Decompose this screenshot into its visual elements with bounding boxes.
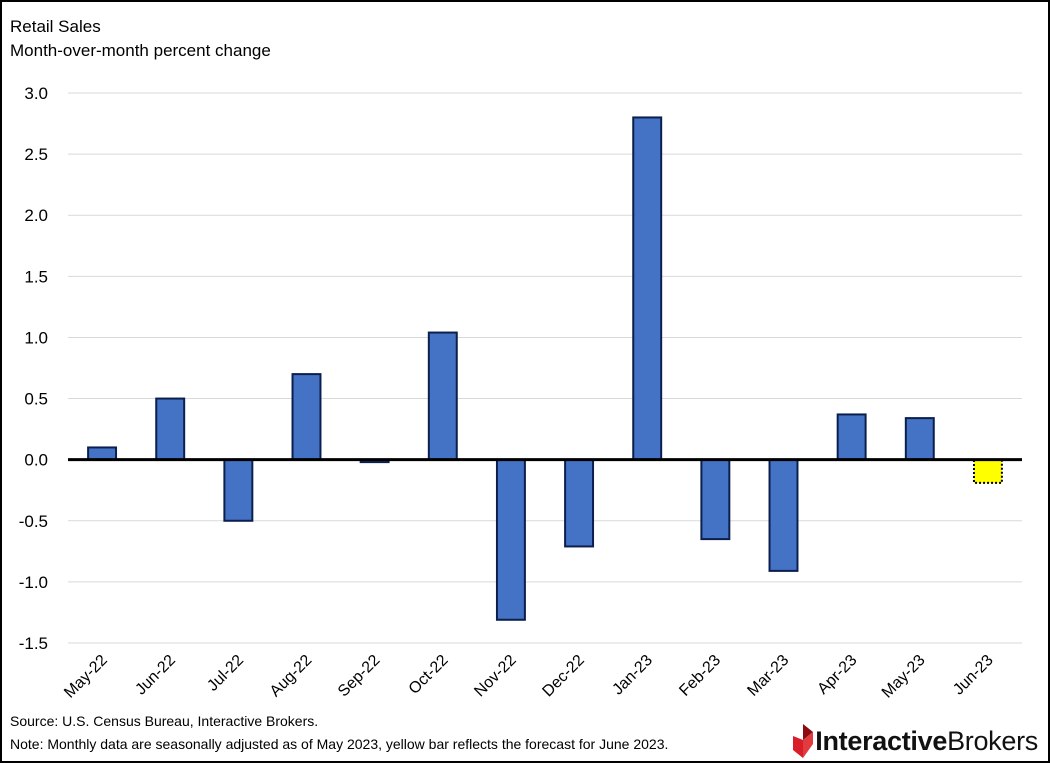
x-tick-label: May-22 xyxy=(61,652,111,702)
x-tick-label: Oct-22 xyxy=(406,652,452,698)
x-tick-label: Mar-23 xyxy=(744,652,792,700)
bar xyxy=(904,417,935,461)
forecast-bar xyxy=(972,458,1003,484)
bar xyxy=(291,373,322,461)
y-tick-label: 0.0 xyxy=(24,451,48,470)
x-tick-label: Dec-22 xyxy=(539,652,588,701)
bar xyxy=(223,458,254,522)
y-tick-label: 0.5 xyxy=(24,390,48,409)
x-tick-label: Aug-22 xyxy=(267,652,316,701)
bar xyxy=(495,458,526,621)
bar xyxy=(700,458,731,541)
bar xyxy=(155,397,186,461)
logo-wordmark: InteractiveBrokers xyxy=(815,725,1038,756)
x-tick-label: Jan-23 xyxy=(609,652,656,699)
x-tick-label: May-23 xyxy=(879,652,929,702)
x-tick-label: Apr-23 xyxy=(814,652,860,698)
x-tick-label: Jun-23 xyxy=(950,652,997,699)
x-tick-label: Feb-23 xyxy=(676,652,724,700)
bar xyxy=(836,413,867,461)
x-tick-label: Jun-22 xyxy=(132,652,179,699)
y-tick-label: -1.0 xyxy=(19,573,48,592)
y-tick-label: -0.5 xyxy=(19,512,48,531)
bar xyxy=(427,331,458,461)
y-tick-label: 3.0 xyxy=(24,84,48,103)
bar xyxy=(564,458,595,548)
y-tick-label: 2.0 xyxy=(24,206,48,225)
logo-mark-icon xyxy=(793,724,814,758)
y-tick-label: 2.5 xyxy=(24,145,48,164)
y-tick-label: -1.5 xyxy=(19,634,48,653)
interactive-brokers-logo: InteractiveBrokers xyxy=(791,724,1038,758)
bar xyxy=(87,446,118,461)
footnote: Note: Monthly data are seasonally adjust… xyxy=(10,736,669,752)
x-tick-label: Nov-22 xyxy=(471,652,520,701)
y-tick-label: 1.0 xyxy=(24,328,48,347)
bar xyxy=(768,458,799,572)
chart-title: Retail Sales xyxy=(10,17,101,36)
source-note: Source: U.S. Census Bureau, Interactive … xyxy=(10,713,319,729)
y-tick-label: 1.5 xyxy=(24,267,48,286)
x-tick-label: Jul-22 xyxy=(204,652,247,695)
chart-subtitle: Month-over-month percent change xyxy=(10,41,271,60)
x-tick-label: Sep-22 xyxy=(335,652,384,701)
bar xyxy=(632,116,663,461)
